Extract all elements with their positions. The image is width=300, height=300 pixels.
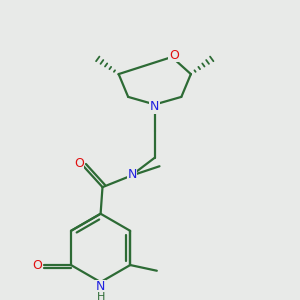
Text: N: N bbox=[127, 168, 136, 181]
Text: O: O bbox=[32, 259, 42, 272]
Text: H: H bbox=[96, 292, 105, 300]
Text: O: O bbox=[169, 49, 179, 62]
Text: O: O bbox=[74, 157, 84, 170]
Text: N: N bbox=[150, 100, 159, 113]
Text: N: N bbox=[96, 280, 105, 293]
